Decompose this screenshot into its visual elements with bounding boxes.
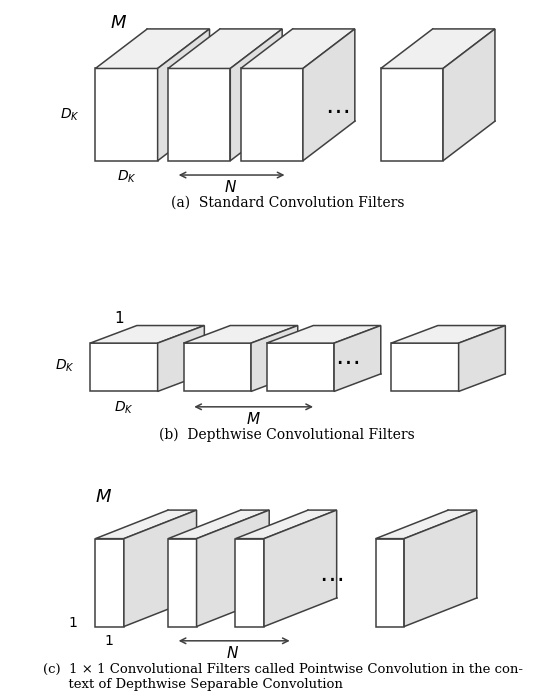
- Polygon shape: [124, 510, 196, 626]
- Text: $N$: $N$: [224, 179, 237, 195]
- Polygon shape: [168, 510, 269, 539]
- Polygon shape: [251, 325, 298, 391]
- Polygon shape: [404, 510, 477, 626]
- Text: $\cdots$: $\cdots$: [320, 566, 344, 590]
- Polygon shape: [158, 325, 204, 391]
- Polygon shape: [334, 325, 381, 391]
- Polygon shape: [90, 325, 204, 343]
- Polygon shape: [240, 29, 355, 69]
- Polygon shape: [264, 510, 336, 626]
- Polygon shape: [158, 29, 210, 161]
- Text: $1$: $1$: [68, 616, 77, 630]
- Polygon shape: [95, 29, 210, 69]
- Text: $M$: $M$: [246, 411, 261, 427]
- Polygon shape: [381, 29, 495, 69]
- Polygon shape: [230, 29, 282, 161]
- Text: $M$: $M$: [110, 15, 127, 33]
- Polygon shape: [381, 69, 443, 161]
- Polygon shape: [95, 69, 158, 161]
- Text: (c)  1 × 1 Convolutional Filters called Pointwise Convolution in the con-
      : (c) 1 × 1 Convolutional Filters called P…: [44, 663, 523, 691]
- Text: $1$: $1$: [104, 635, 113, 648]
- Polygon shape: [196, 510, 269, 626]
- Text: $1$: $1$: [114, 310, 124, 326]
- Polygon shape: [168, 539, 196, 626]
- Polygon shape: [184, 325, 298, 343]
- Polygon shape: [95, 539, 124, 626]
- Polygon shape: [443, 29, 495, 161]
- Polygon shape: [459, 325, 506, 391]
- Polygon shape: [267, 325, 381, 343]
- Text: $\cdots$: $\cdots$: [325, 98, 349, 122]
- Text: $D_K$: $D_K$: [117, 168, 136, 185]
- Text: (b)  Depthwise Convolutional Filters: (b) Depthwise Convolutional Filters: [160, 427, 415, 442]
- Text: $\cdots$: $\cdots$: [335, 349, 359, 373]
- Polygon shape: [376, 510, 477, 539]
- Polygon shape: [168, 69, 230, 161]
- Text: (a)  Standard Convolution Filters: (a) Standard Convolution Filters: [171, 196, 404, 210]
- Text: $D_K$: $D_K$: [55, 358, 75, 375]
- Text: $D_K$: $D_K$: [114, 399, 134, 416]
- Text: $N$: $N$: [227, 645, 239, 661]
- Polygon shape: [235, 510, 336, 539]
- Polygon shape: [95, 510, 196, 539]
- Text: $D_K$: $D_K$: [60, 106, 80, 123]
- Polygon shape: [391, 343, 459, 391]
- Polygon shape: [240, 69, 303, 161]
- Polygon shape: [303, 29, 355, 161]
- Polygon shape: [235, 539, 264, 626]
- Polygon shape: [184, 343, 251, 391]
- Polygon shape: [168, 29, 282, 69]
- Polygon shape: [376, 539, 404, 626]
- Polygon shape: [90, 343, 158, 391]
- Text: $M$: $M$: [95, 488, 112, 506]
- Polygon shape: [267, 343, 334, 391]
- Polygon shape: [391, 325, 506, 343]
